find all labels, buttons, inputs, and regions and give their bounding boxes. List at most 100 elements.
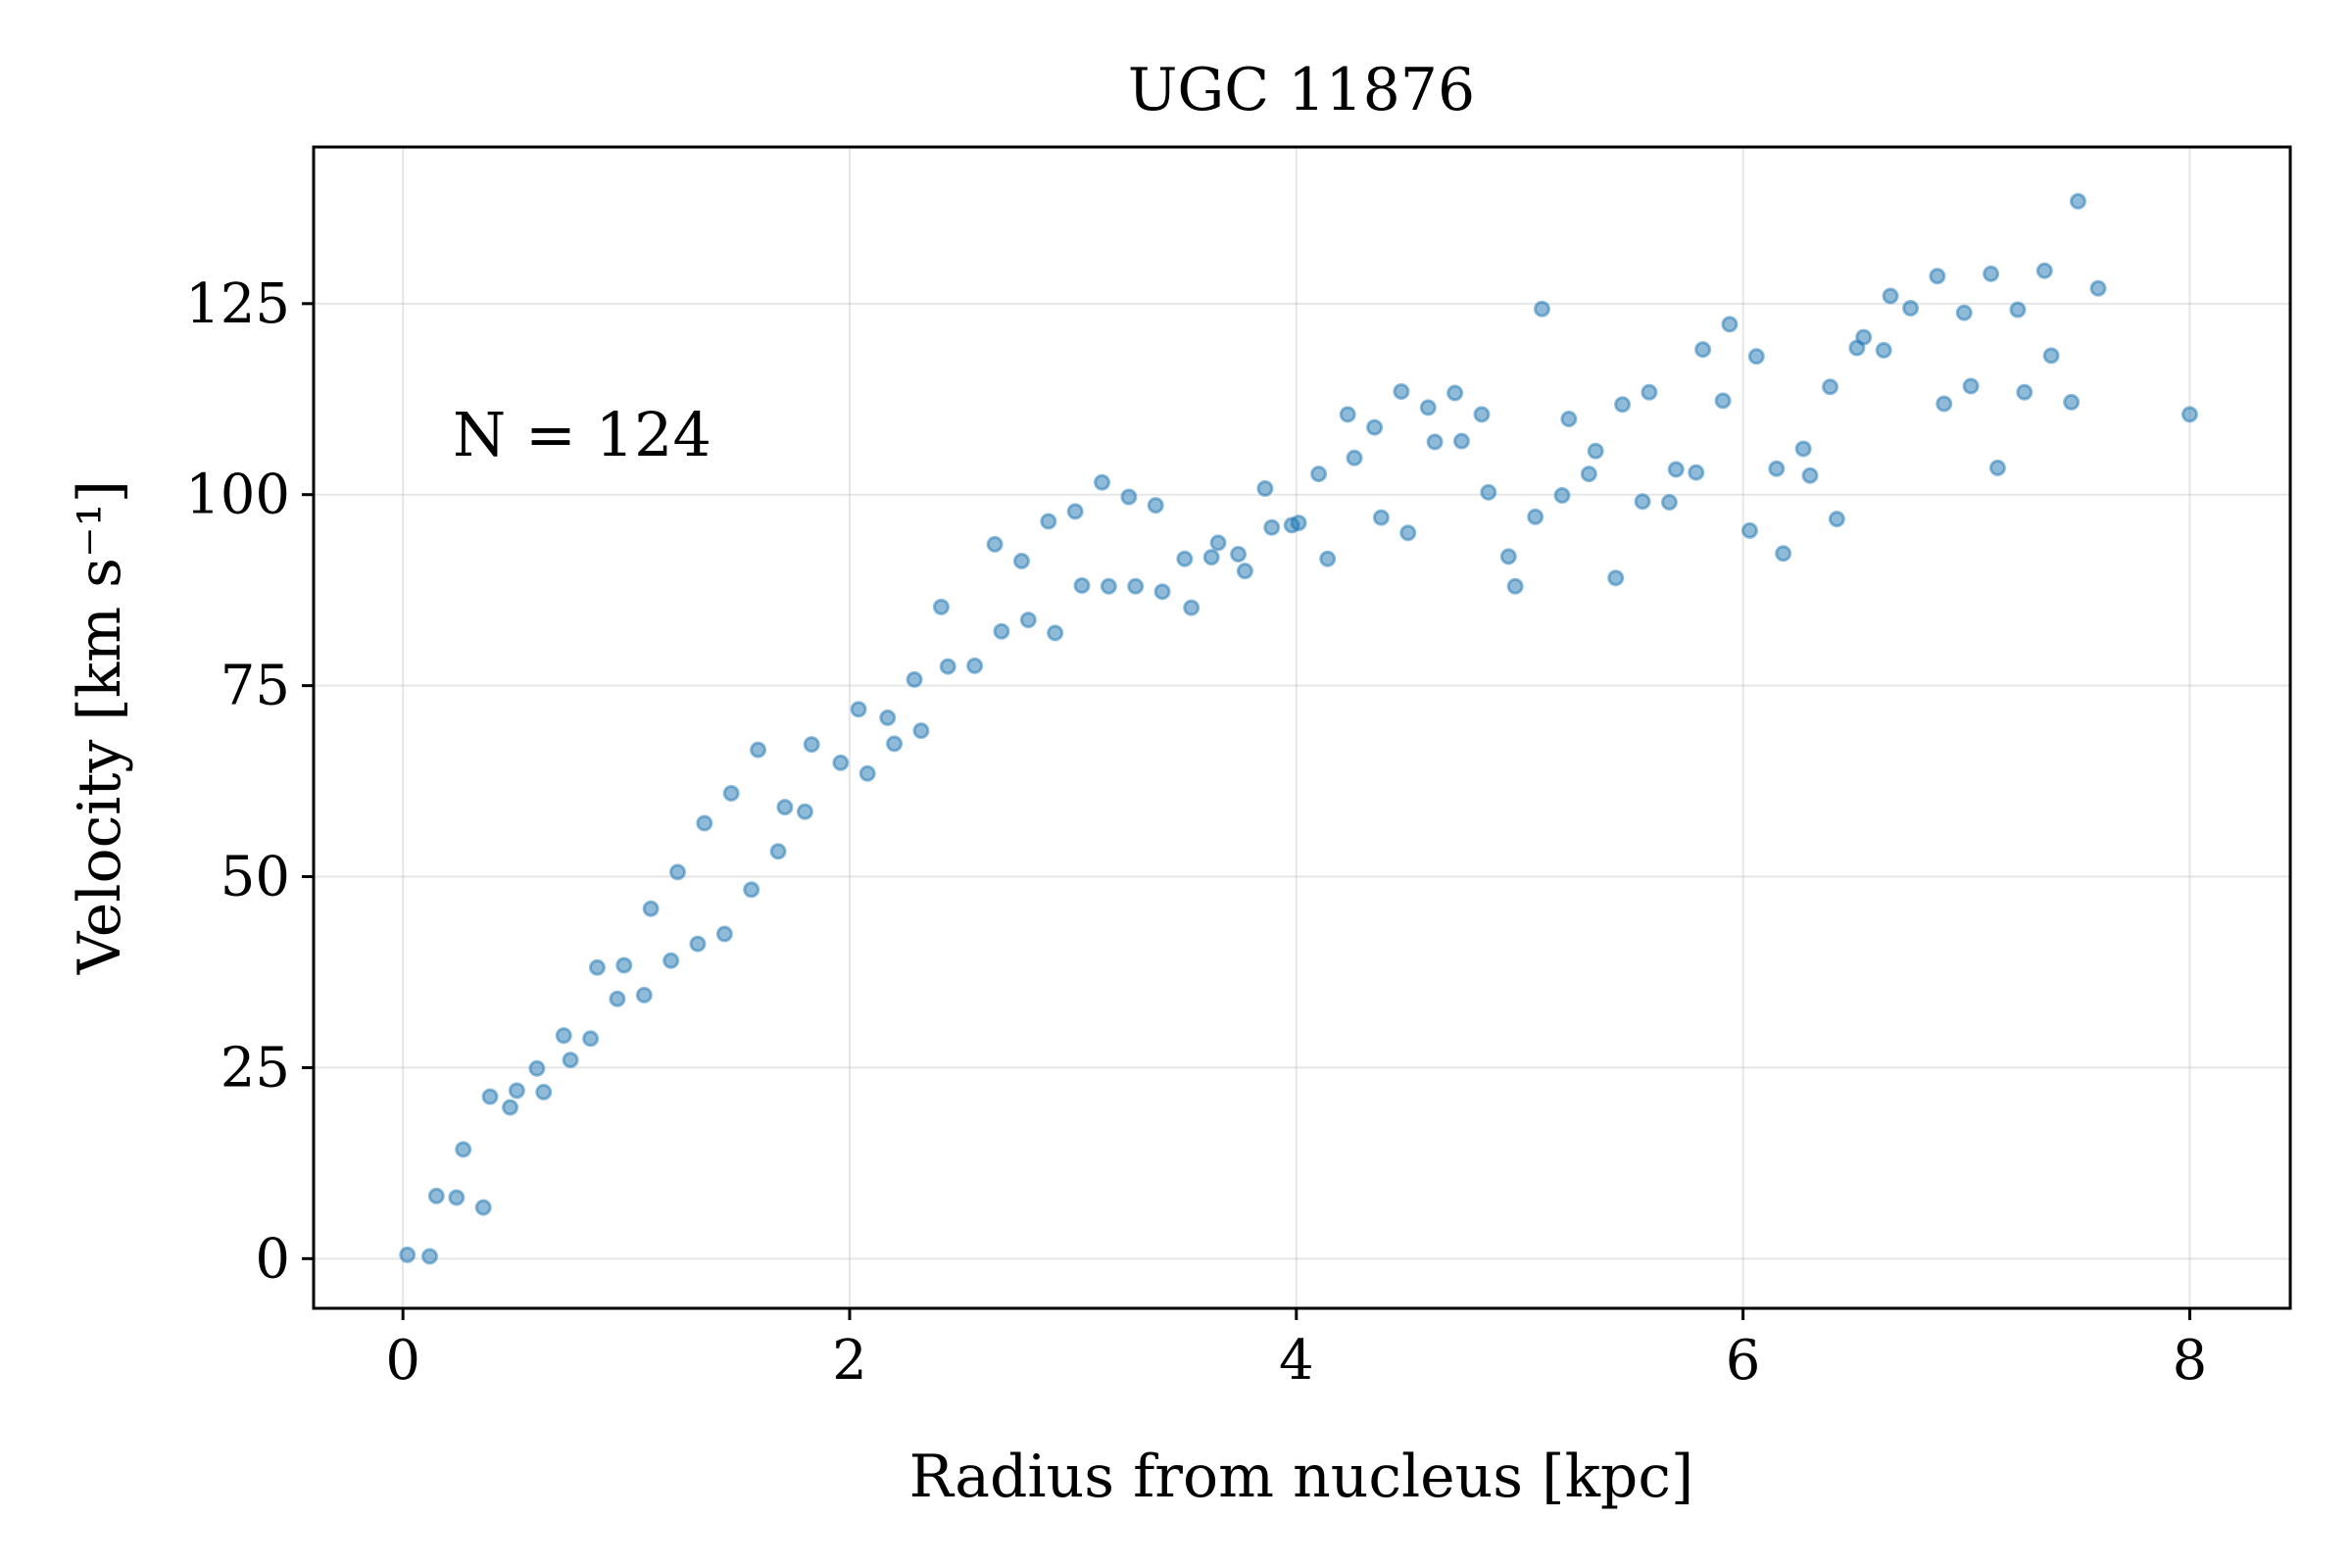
data-point xyxy=(429,1189,443,1202)
y-tick-label: 100 xyxy=(185,464,290,527)
data-point xyxy=(1884,289,1897,303)
data-point xyxy=(1824,380,1838,394)
data-point xyxy=(1401,526,1415,540)
data-point xyxy=(1129,579,1143,593)
x-tick-label: 0 xyxy=(385,1329,420,1393)
data-point xyxy=(1448,386,1462,400)
data-point xyxy=(1562,413,1576,426)
data-point xyxy=(1178,552,1192,565)
x-tick-label: 8 xyxy=(2173,1329,2208,1393)
data-point xyxy=(1904,301,1918,315)
data-point xyxy=(1348,451,1361,465)
data-point xyxy=(1428,435,1442,449)
data-point xyxy=(941,660,955,673)
data-point xyxy=(1321,552,1335,565)
data-point xyxy=(852,703,865,716)
data-point xyxy=(1232,548,1246,562)
data-point xyxy=(988,537,1002,551)
y-tick-label: 25 xyxy=(220,1036,290,1100)
data-point xyxy=(1102,579,1115,593)
data-point xyxy=(423,1250,437,1263)
data-point xyxy=(1964,379,1978,393)
data-point xyxy=(1803,468,1817,482)
data-point xyxy=(881,710,895,724)
data-point xyxy=(564,1054,577,1067)
data-point xyxy=(1265,520,1279,534)
sample-count-annotation: N = 124 xyxy=(453,399,711,470)
data-point xyxy=(670,865,684,879)
data-point xyxy=(1555,489,1569,503)
x-tick-label: 6 xyxy=(1726,1329,1761,1393)
data-point xyxy=(771,845,785,858)
data-point xyxy=(1990,461,2004,474)
data-point xyxy=(798,805,811,818)
data-point xyxy=(1149,499,1162,513)
data-point xyxy=(860,766,874,780)
data-point xyxy=(617,958,631,972)
data-point xyxy=(778,801,792,814)
data-point xyxy=(1475,408,1489,421)
data-point xyxy=(1049,626,1062,640)
data-point xyxy=(888,737,902,751)
data-point xyxy=(717,927,731,941)
x-axis-label: Radius from nucleus [kpc] xyxy=(909,1443,1694,1511)
data-point xyxy=(1258,481,1272,495)
data-point xyxy=(401,1248,415,1261)
data-point xyxy=(2071,194,2084,208)
data-point xyxy=(510,1084,523,1098)
x-tick-label: 4 xyxy=(1279,1329,1314,1393)
data-point xyxy=(1742,523,1756,537)
data-point xyxy=(1749,350,1763,364)
data-point xyxy=(1642,385,1656,399)
data-point xyxy=(1589,444,1602,458)
data-point xyxy=(1723,318,1737,331)
data-point xyxy=(1211,536,1225,550)
data-point xyxy=(1021,613,1035,627)
data-point xyxy=(1014,555,1028,568)
data-point xyxy=(1529,510,1543,523)
data-point xyxy=(2018,385,2032,399)
data-point xyxy=(1075,578,1089,592)
data-point xyxy=(1122,490,1136,504)
data-point xyxy=(2091,281,2105,295)
data-point xyxy=(1609,571,1623,585)
data-point xyxy=(1770,462,1784,475)
data-point xyxy=(1690,466,1703,479)
data-point xyxy=(584,1032,598,1046)
data-point xyxy=(537,1085,551,1099)
data-point xyxy=(1368,420,1382,434)
data-point xyxy=(2011,303,2025,317)
data-point xyxy=(724,787,738,801)
data-point xyxy=(1421,401,1435,415)
data-point xyxy=(1312,467,1326,481)
data-point xyxy=(1957,306,1971,319)
y-tick-label: 125 xyxy=(185,272,290,336)
data-point xyxy=(1796,442,1810,456)
y-tick-label: 0 xyxy=(255,1227,290,1291)
data-point xyxy=(1185,601,1199,614)
data-point xyxy=(1616,398,1630,412)
y-axis-label: Velocity [km s⁻¹] xyxy=(66,480,134,975)
data-point xyxy=(1830,513,1843,526)
data-point xyxy=(664,954,678,967)
y-tick-label: 50 xyxy=(220,846,290,909)
data-point xyxy=(1454,434,1468,448)
data-point xyxy=(1482,485,1495,499)
data-point xyxy=(1155,585,1169,599)
data-points xyxy=(401,194,2197,1263)
plot-frame xyxy=(314,147,2290,1308)
data-point xyxy=(2182,408,2196,421)
data-point xyxy=(834,756,848,769)
data-point xyxy=(907,672,921,686)
data-point xyxy=(752,743,765,757)
x-tick-label: 2 xyxy=(832,1329,867,1393)
data-point xyxy=(745,883,759,897)
data-point xyxy=(1877,343,1890,357)
data-point xyxy=(1341,408,1354,421)
data-point xyxy=(1662,496,1676,510)
data-point xyxy=(1857,330,1871,344)
data-point xyxy=(1068,505,1082,518)
data-point xyxy=(1777,547,1790,561)
data-point xyxy=(1042,514,1055,528)
